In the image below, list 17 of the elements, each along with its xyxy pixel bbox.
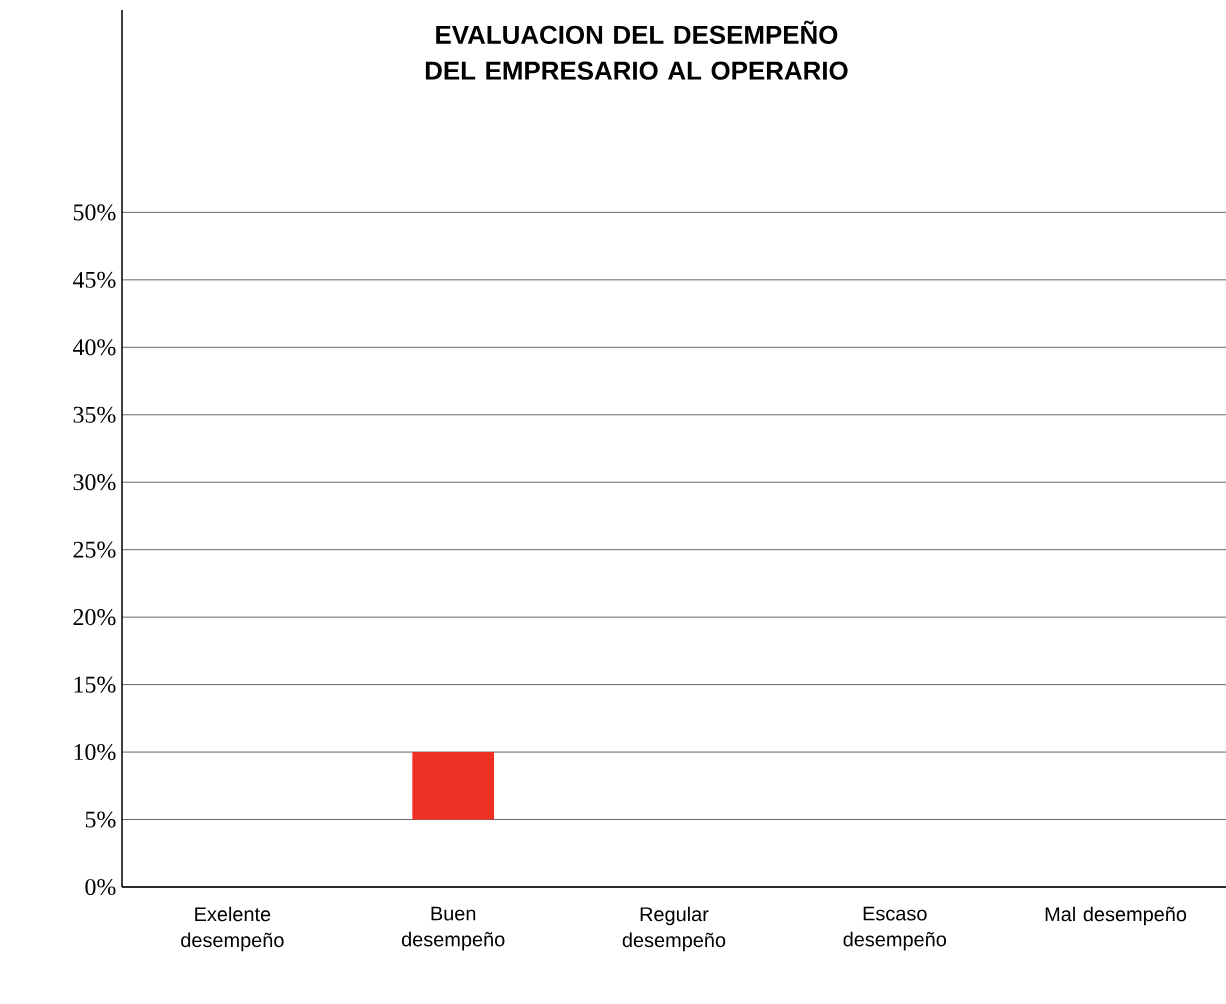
y-tick-label: 40% (73, 339, 116, 356)
y-tick-label: 5% (85, 811, 116, 828)
y-tick-label: 30% (73, 474, 116, 491)
x-tick-label: Mal desempeño (1045, 906, 1187, 926)
x-tick-label: Buen desempeño (401, 906, 505, 951)
y-tick-label: 25% (73, 541, 116, 558)
y-tick-label: 20% (73, 609, 116, 626)
y-tick-label: 15% (74, 676, 116, 693)
y-tick-label: 10% (74, 743, 116, 761)
x-tick-label: Regular desempeño (622, 906, 726, 952)
text: EVALUACION DEL DESEMPEÑO DEL EMPRESARIO AL OPERARIO (425, 20, 848, 80)
y-tick-label: 35% (73, 406, 116, 423)
x-tick-label: Exelente desempeño (181, 906, 284, 952)
y-tick-label: 50% (73, 204, 116, 221)
y-tick-label: 45% (73, 271, 116, 288)
x-tick-label: Escaso desempeño (843, 906, 946, 951)
y-tick-label: 0% (85, 878, 116, 896)
